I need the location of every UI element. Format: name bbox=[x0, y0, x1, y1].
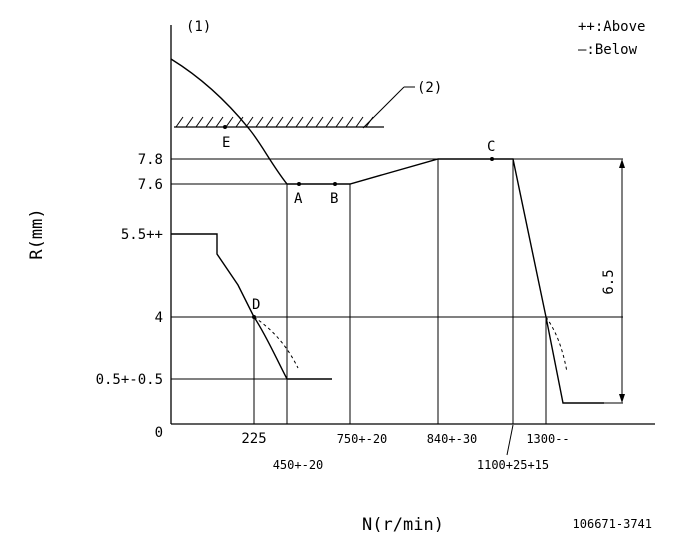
x-tick-750: 750+-20 bbox=[337, 432, 388, 446]
point-b-marker bbox=[333, 182, 337, 186]
dimension-label: 6.5 bbox=[601, 269, 617, 294]
point-e-marker bbox=[223, 125, 227, 129]
y-tick-5-5: 5.5++ bbox=[121, 227, 163, 243]
drawing-number: 106671-3741 bbox=[573, 517, 652, 531]
legend-above: ++:Above bbox=[578, 19, 645, 35]
y-tick-7-6: 7.6 bbox=[138, 177, 163, 193]
y-tick-7-8: 7.8 bbox=[138, 152, 163, 168]
x-tick-1300: 1300-- bbox=[526, 432, 569, 446]
point-a-marker bbox=[297, 182, 301, 186]
point-d-marker bbox=[252, 315, 256, 319]
dashed-curve-right bbox=[545, 316, 568, 373]
point-d-label: D bbox=[252, 297, 260, 313]
point-b-label: B bbox=[330, 191, 338, 207]
y-tick-0: 0 bbox=[155, 425, 163, 441]
dashed-curve-lower bbox=[253, 316, 299, 369]
dimension-arrow-bottom bbox=[619, 394, 625, 403]
point-c-marker bbox=[490, 157, 494, 161]
reference-label-1: (1) bbox=[186, 19, 211, 35]
x-tick-840: 840+-30 bbox=[427, 432, 478, 446]
curve-lower bbox=[171, 233, 332, 380]
x-tick-225: 225 bbox=[241, 431, 266, 447]
point-a-label: A bbox=[294, 191, 303, 207]
point-c-label: C bbox=[487, 139, 495, 155]
legend-below: —:Below bbox=[578, 42, 638, 58]
dimension-arrow-top bbox=[619, 159, 625, 168]
x-tick-1100: 1100+25+15 bbox=[477, 458, 549, 472]
point-e-label: E bbox=[222, 135, 230, 151]
stopper-hatching bbox=[175, 116, 374, 128]
x-tick-1100-leader bbox=[506, 424, 514, 456]
curve-upper bbox=[170, 58, 604, 404]
y-tick-0-5: 0.5+-0.5 bbox=[96, 372, 163, 388]
x-tick-450: 450+-20 bbox=[273, 458, 324, 472]
y-axis-title: R(mm) bbox=[27, 208, 47, 259]
x-axis-title: N(r/min) bbox=[362, 515, 444, 535]
y-tick-4: 4 bbox=[155, 310, 163, 326]
reference-label-2: (2) bbox=[417, 80, 442, 96]
